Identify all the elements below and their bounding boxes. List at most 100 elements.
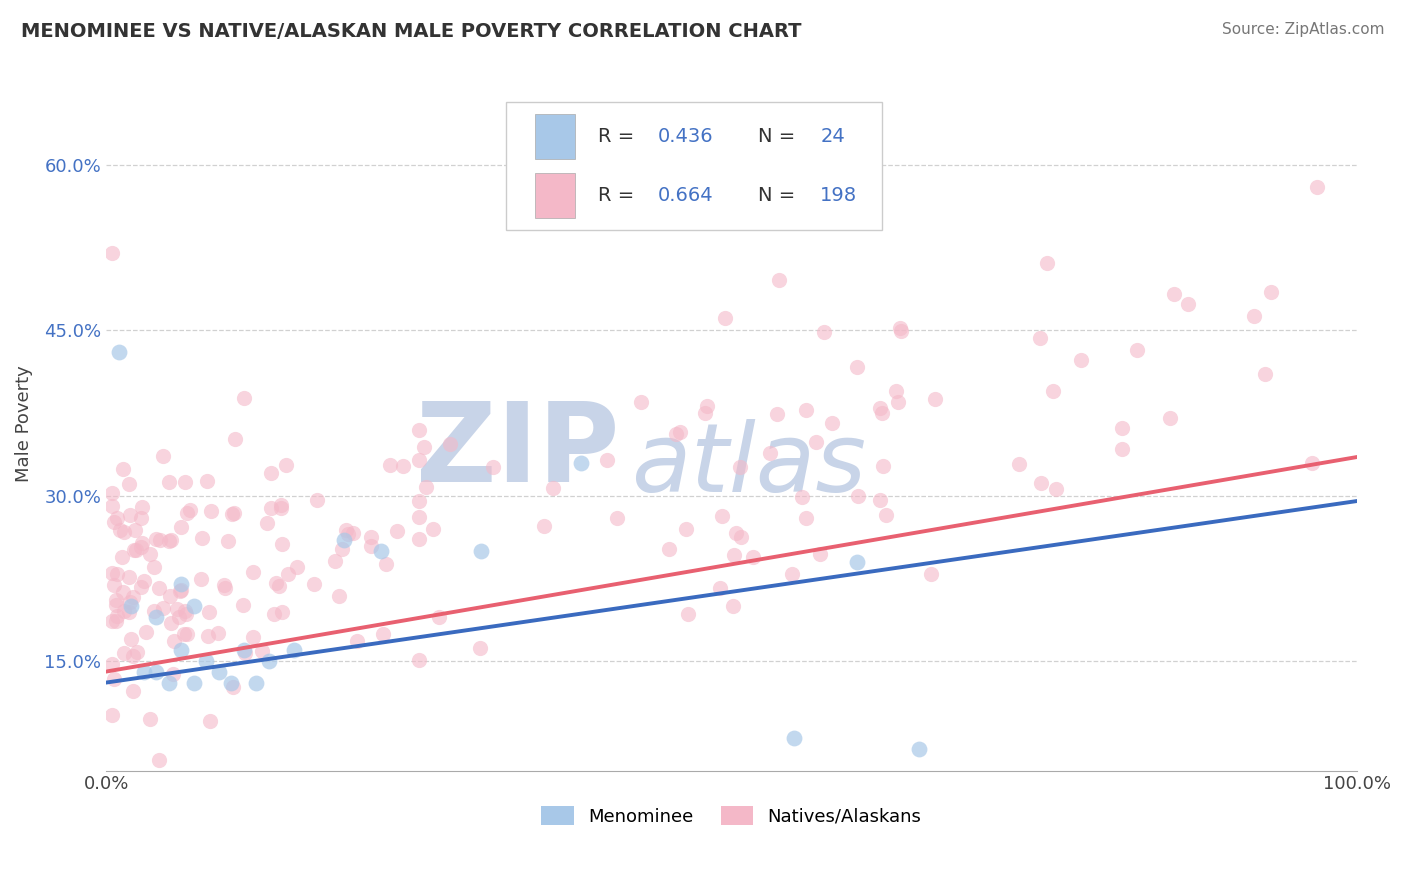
Point	[157, 675, 180, 690]
Point	[693, 406, 716, 420]
Point	[169, 584, 191, 599]
Point	[149, 533, 172, 547]
Point	[129, 511, 152, 525]
Point	[221, 507, 243, 521]
Point	[121, 590, 143, 604]
Point	[173, 627, 195, 641]
Point	[1036, 256, 1059, 270]
Point	[260, 501, 283, 516]
Point	[105, 566, 128, 581]
Point	[117, 477, 139, 491]
Point	[179, 503, 201, 517]
Point	[145, 532, 167, 546]
Point	[408, 452, 430, 467]
Point	[333, 533, 356, 547]
Point	[122, 684, 145, 698]
Point	[112, 603, 135, 617]
Point	[125, 543, 148, 558]
Point	[245, 675, 267, 690]
Text: MENOMINEE VS NATIVE/ALASKAN MALE POVERTY CORRELATION CHART: MENOMINEE VS NATIVE/ALASKAN MALE POVERTY…	[21, 22, 801, 41]
Point	[217, 533, 239, 548]
Point	[190, 531, 212, 545]
Point	[845, 360, 868, 375]
Point	[208, 665, 231, 679]
Text: Source: ZipAtlas.com: Source: ZipAtlas.com	[1222, 22, 1385, 37]
Point	[264, 576, 287, 591]
Point	[270, 501, 292, 516]
Point	[730, 530, 752, 544]
Point	[422, 522, 444, 536]
Point	[415, 479, 437, 493]
Point	[104, 593, 127, 607]
FancyBboxPatch shape	[536, 114, 575, 159]
Text: 24: 24	[820, 127, 845, 146]
FancyBboxPatch shape	[506, 102, 882, 230]
Point	[105, 599, 128, 613]
Point	[723, 599, 745, 613]
Point	[790, 491, 813, 505]
Point	[190, 572, 212, 586]
Point	[176, 627, 198, 641]
Point	[101, 566, 124, 580]
Point	[385, 524, 408, 538]
Point	[596, 453, 619, 467]
Point	[103, 515, 125, 529]
Point	[252, 644, 274, 658]
Point	[122, 648, 145, 663]
Point	[889, 321, 911, 335]
Point	[219, 675, 242, 690]
Point	[908, 741, 931, 756]
Point	[197, 475, 219, 489]
Point	[242, 630, 264, 644]
Point	[783, 731, 806, 745]
Point	[232, 391, 254, 405]
Point	[813, 325, 835, 339]
Point	[872, 459, 894, 474]
Point	[1305, 180, 1327, 194]
Point	[346, 634, 368, 648]
Point	[675, 522, 697, 536]
Point	[408, 653, 430, 667]
Point	[224, 432, 246, 446]
Point	[1008, 458, 1031, 472]
Point	[845, 555, 868, 569]
Point	[728, 460, 751, 475]
Point	[118, 605, 141, 619]
Point	[270, 605, 292, 619]
Point	[1163, 286, 1185, 301]
Point	[884, 384, 907, 399]
Point	[336, 527, 359, 541]
Point	[132, 574, 155, 588]
Point	[124, 523, 146, 537]
Point	[101, 615, 124, 629]
Point	[256, 516, 278, 530]
Point	[766, 408, 789, 422]
Point	[142, 560, 165, 574]
Point	[152, 450, 174, 464]
Point	[606, 510, 628, 524]
Point	[780, 566, 803, 581]
Point	[1159, 410, 1181, 425]
Point	[107, 345, 129, 359]
Point	[277, 566, 299, 581]
Point	[159, 590, 181, 604]
Point	[157, 475, 180, 489]
Point	[378, 458, 401, 472]
Point	[200, 504, 222, 518]
Point	[370, 543, 392, 558]
Point	[723, 548, 745, 562]
Point	[371, 627, 394, 641]
Point	[725, 526, 748, 541]
Point	[1111, 442, 1133, 456]
Point	[1260, 285, 1282, 299]
Point	[101, 499, 124, 513]
Point	[285, 559, 308, 574]
Point	[302, 577, 325, 591]
Point	[129, 580, 152, 594]
Point	[242, 565, 264, 579]
Point	[794, 510, 817, 524]
Point	[197, 629, 219, 643]
Point	[482, 460, 505, 475]
Point	[232, 642, 254, 657]
Point	[157, 533, 180, 548]
